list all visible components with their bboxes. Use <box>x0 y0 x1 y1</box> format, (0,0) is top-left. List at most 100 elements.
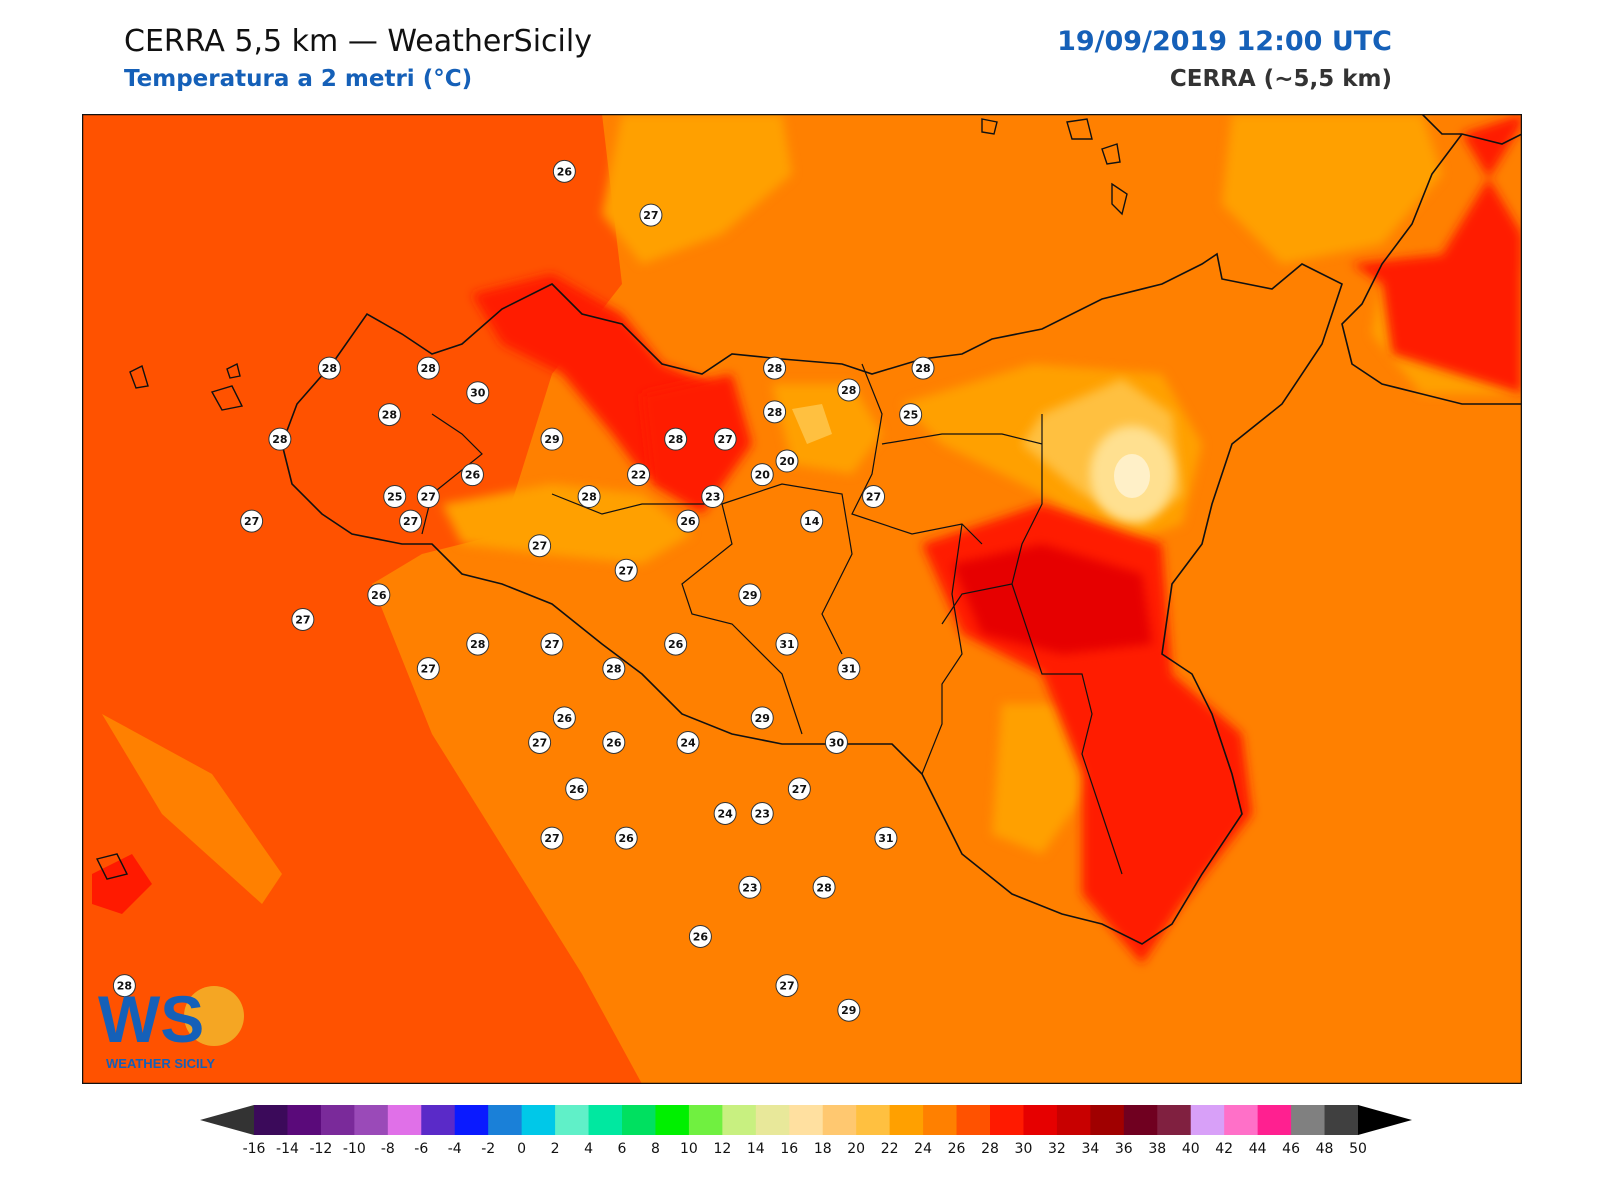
station-marker <box>763 356 787 380</box>
station-value: 23 <box>705 491 720 504</box>
station-marker <box>713 801 737 825</box>
station-marker <box>466 381 490 405</box>
station-value: 27 <box>544 832 559 845</box>
station-46[interactable]: 26 <box>565 777 589 801</box>
station-value: 27 <box>532 540 547 553</box>
station-19[interactable]: 23 <box>701 485 725 509</box>
station-28[interactable]: 27 <box>528 534 552 558</box>
station-15[interactable]: 20 <box>775 449 799 473</box>
colorbar-swatch <box>923 1105 958 1135</box>
station-51[interactable]: 26 <box>614 826 638 850</box>
station-38[interactable]: 28 <box>602 657 626 681</box>
station-18[interactable]: 27 <box>862 485 886 509</box>
station-36[interactable]: 28 <box>466 632 490 656</box>
station-value: 31 <box>779 638 794 651</box>
station-48[interactable]: 23 <box>750 801 774 825</box>
station-39[interactable]: 26 <box>664 632 688 656</box>
station-value: 27 <box>421 491 436 504</box>
station-45[interactable]: 27 <box>528 730 552 754</box>
station-52[interactable]: 31 <box>874 826 898 850</box>
station-1[interactable]: 27 <box>639 203 663 227</box>
station-42[interactable]: 26 <box>602 730 626 754</box>
station-56[interactable]: 27 <box>775 974 799 998</box>
station-value: 24 <box>680 736 696 749</box>
station-0[interactable]: 26 <box>552 159 576 183</box>
station-marker <box>614 558 638 582</box>
station-58[interactable]: 28 <box>112 974 136 998</box>
station-50[interactable]: 27 <box>540 826 564 850</box>
station-23[interactable]: 26 <box>460 463 484 487</box>
station-6[interactable]: 28 <box>268 427 292 451</box>
station-32[interactable]: 27 <box>291 607 315 631</box>
colorbar-swatch <box>655 1105 690 1135</box>
station-49[interactable]: 27 <box>787 777 811 801</box>
station-value: 28 <box>470 638 485 651</box>
station-5[interactable]: 28 <box>377 403 401 427</box>
band-amber-west <box>442 484 692 564</box>
station-marker <box>812 875 836 899</box>
station-marker <box>701 485 725 509</box>
colorbar-tick-label: 6 <box>618 1141 627 1157</box>
station-34[interactable]: 31 <box>837 657 861 681</box>
station-27[interactable]: 27 <box>240 509 264 533</box>
station-43[interactable]: 24 <box>676 730 700 754</box>
colorbar-swatch <box>956 1105 991 1135</box>
station-26[interactable]: 26 <box>676 509 700 533</box>
station-31[interactable]: 29 <box>738 583 762 607</box>
station-marker <box>367 583 391 607</box>
station-41[interactable]: 26 <box>552 706 576 730</box>
station-37[interactable]: 27 <box>540 632 564 656</box>
station-value: 20 <box>755 469 771 482</box>
station-marker <box>602 730 626 754</box>
station-4[interactable]: 30 <box>466 381 490 405</box>
station-8[interactable]: 28 <box>664 427 688 451</box>
colorbar-swatch <box>889 1105 924 1135</box>
station-value: 28 <box>272 433 287 446</box>
station-7[interactable]: 29 <box>540 427 564 451</box>
station-35[interactable]: 27 <box>416 657 440 681</box>
station-14[interactable]: 25 <box>899 403 923 427</box>
station-53[interactable]: 23 <box>738 875 762 899</box>
station-16[interactable]: 20 <box>750 463 774 487</box>
station-marker <box>911 356 935 380</box>
station-40[interactable]: 29 <box>750 706 774 730</box>
band-amber-ne <box>1222 114 1442 264</box>
colorbar-swatch <box>1056 1105 1091 1135</box>
colorbar-tick-label: -2 <box>481 1141 495 1157</box>
colorbar-tick-label: 22 <box>881 1141 899 1157</box>
station-value: 27 <box>866 491 881 504</box>
station-20[interactable]: 25 <box>383 485 407 509</box>
colorbar-swatch <box>1291 1105 1326 1135</box>
station-17[interactable]: 14 <box>800 509 824 533</box>
station-value: 29 <box>742 589 757 602</box>
station-3[interactable]: 28 <box>416 356 440 380</box>
temperature-map[interactable]: 26 27 28 28 30 28 28 29 28 27 28 28 28 28 25 20 20 14 27 23… <box>82 114 1522 1084</box>
station-10[interactable]: 28 <box>763 400 787 424</box>
station-13[interactable]: 28 <box>763 356 787 380</box>
station-54[interactable]: 28 <box>812 875 836 899</box>
station-value: 28 <box>767 362 782 375</box>
station-21[interactable]: 27 <box>416 485 440 509</box>
station-57[interactable]: 29 <box>837 998 861 1022</box>
station-marker <box>268 427 292 451</box>
colorbar-tick-label: -16 <box>243 1141 266 1157</box>
station-29[interactable]: 27 <box>614 558 638 582</box>
station-value: 20 <box>779 455 795 468</box>
station-55[interactable]: 26 <box>688 924 712 948</box>
station-marker <box>738 583 762 607</box>
colorbar-tick-label: 18 <box>814 1141 832 1157</box>
station-44[interactable]: 30 <box>824 730 848 754</box>
station-24[interactable]: 22 <box>627 463 651 487</box>
colorbar-swatch <box>688 1105 723 1135</box>
station-47[interactable]: 24 <box>713 801 737 825</box>
station-2[interactable]: 28 <box>317 356 341 380</box>
station-11[interactable]: 28 <box>837 378 861 402</box>
station-marker <box>240 509 264 533</box>
station-12[interactable]: 28 <box>911 356 935 380</box>
station-33[interactable]: 31 <box>775 632 799 656</box>
station-25[interactable]: 28 <box>577 485 601 509</box>
station-marker <box>614 826 638 850</box>
station-30[interactable]: 26 <box>367 583 391 607</box>
station-22[interactable]: 27 <box>399 509 423 533</box>
station-9[interactable]: 27 <box>713 427 737 451</box>
